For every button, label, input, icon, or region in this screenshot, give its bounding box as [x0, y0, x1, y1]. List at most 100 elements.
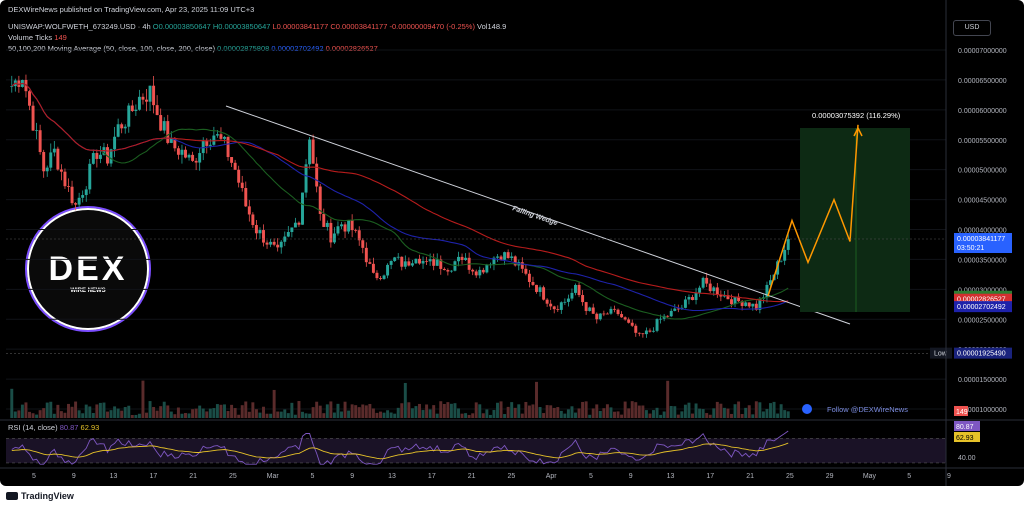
volume-bar	[286, 413, 290, 418]
candle-body	[556, 309, 560, 310]
volume-bar	[740, 414, 744, 418]
volume-bar	[308, 413, 312, 418]
volume-bar	[329, 401, 333, 418]
volume-bar	[98, 402, 102, 418]
volume-bar	[244, 401, 248, 418]
candle-body	[49, 152, 53, 168]
volume-bar	[449, 403, 453, 418]
price-chart-svg[interactable]: DEX WIRE NEWS Falling Wedge 0.00003075392…	[0, 0, 1024, 486]
volume-bar	[145, 412, 148, 418]
follow-watermark[interactable]: Follow @DEXWireNews	[802, 404, 908, 414]
candle-body	[605, 313, 609, 315]
volume-bar	[605, 404, 609, 418]
candle-body	[215, 134, 219, 136]
price-label-badge	[954, 347, 1012, 359]
volume-bar	[357, 407, 361, 418]
projection-path	[767, 124, 859, 297]
volume-bar	[120, 410, 124, 418]
volume-bar	[435, 413, 439, 418]
currency-selector[interactable]: USD	[953, 20, 991, 36]
price-tick-label: 0.00001500000	[958, 377, 1007, 384]
candle-body	[223, 136, 226, 139]
price-label-countdown: 03:50:21	[957, 245, 984, 252]
candle-body	[375, 272, 379, 279]
volume-bar	[162, 401, 166, 418]
volume-bar	[467, 414, 471, 418]
volume-bar	[680, 411, 684, 418]
volume-bar	[247, 411, 251, 418]
time-tick-label: 21	[468, 473, 476, 480]
time-tick-label: 17	[149, 473, 157, 480]
candle-body	[769, 280, 772, 285]
candle-body	[421, 260, 425, 264]
volume-bar	[503, 414, 507, 418]
candle-body	[786, 239, 790, 250]
candle-body	[765, 284, 769, 298]
candle-body	[276, 244, 280, 248]
volume-bar	[708, 414, 712, 418]
volume-bar	[549, 405, 553, 418]
candle-body	[361, 240, 365, 248]
volume-bar	[67, 403, 70, 418]
candle-body	[247, 206, 251, 215]
volume-bar	[84, 404, 88, 418]
symbol-ohlc-line[interactable]: UNISWAP:WOLFWETH_673249.USD · 4h O0.0000…	[8, 22, 506, 31]
candle-body	[698, 287, 702, 293]
moving-averages	[11, 82, 789, 320]
candle-body	[343, 224, 347, 232]
candle-body	[336, 226, 340, 234]
candle-body	[442, 268, 446, 271]
volume-bar	[297, 401, 301, 418]
volume-bar	[407, 402, 411, 418]
candle-body	[219, 134, 223, 139]
candle-body	[719, 294, 723, 297]
candle-body	[38, 130, 42, 153]
candle-body	[301, 192, 304, 225]
candle-body	[166, 121, 170, 143]
volume-bar	[457, 408, 460, 418]
volume-bar	[556, 407, 560, 418]
candle-body	[379, 278, 382, 279]
volume-bar	[542, 413, 546, 418]
volume-bar	[637, 405, 641, 418]
projection-profit-zone	[800, 128, 910, 240]
candle-body	[545, 299, 549, 304]
volume-bar	[315, 401, 319, 418]
candle-body	[485, 264, 489, 273]
volume-bar	[598, 410, 602, 418]
volume-bar	[106, 411, 109, 418]
candle-body	[98, 154, 102, 159]
chart-panel[interactable]: DEXWireNews published on TradingView.com…	[0, 0, 1024, 486]
candle-body	[113, 136, 117, 150]
candle-body	[120, 124, 124, 129]
volume-bar	[538, 407, 542, 418]
volume-bar	[70, 406, 74, 418]
volume-ticks-badge-text: 149	[956, 409, 968, 416]
volume-bar	[77, 410, 81, 418]
candle-body	[669, 310, 673, 317]
candle-body	[609, 308, 613, 314]
time-tick-label: 21	[189, 473, 197, 480]
volume-bar	[726, 408, 730, 418]
candle-body	[109, 149, 113, 164]
volume-ticks-line[interactable]: Volume Ticks 149	[8, 33, 67, 42]
ma-legend-line[interactable]: 50,100,200 Moving Average (50, close, 10…	[8, 44, 378, 53]
ma50-line	[11, 82, 789, 320]
candle-body	[574, 284, 577, 293]
candle-body	[123, 126, 127, 129]
candle-body	[130, 105, 134, 112]
candle-body	[106, 147, 109, 164]
ma200-line	[11, 82, 789, 303]
rsi-ma-value: 62.93	[81, 423, 100, 432]
volume-value: Vol148.9	[477, 22, 507, 31]
volume-bar	[485, 409, 489, 418]
candle-body	[577, 284, 581, 296]
volume-bar	[673, 406, 677, 418]
volume-bar	[751, 414, 755, 418]
candle-body	[201, 140, 205, 154]
candle-body	[730, 299, 733, 305]
volume-bar	[283, 409, 287, 418]
tradingview-logo[interactable]: TradingView	[6, 491, 74, 501]
candle-body	[31, 105, 35, 131]
